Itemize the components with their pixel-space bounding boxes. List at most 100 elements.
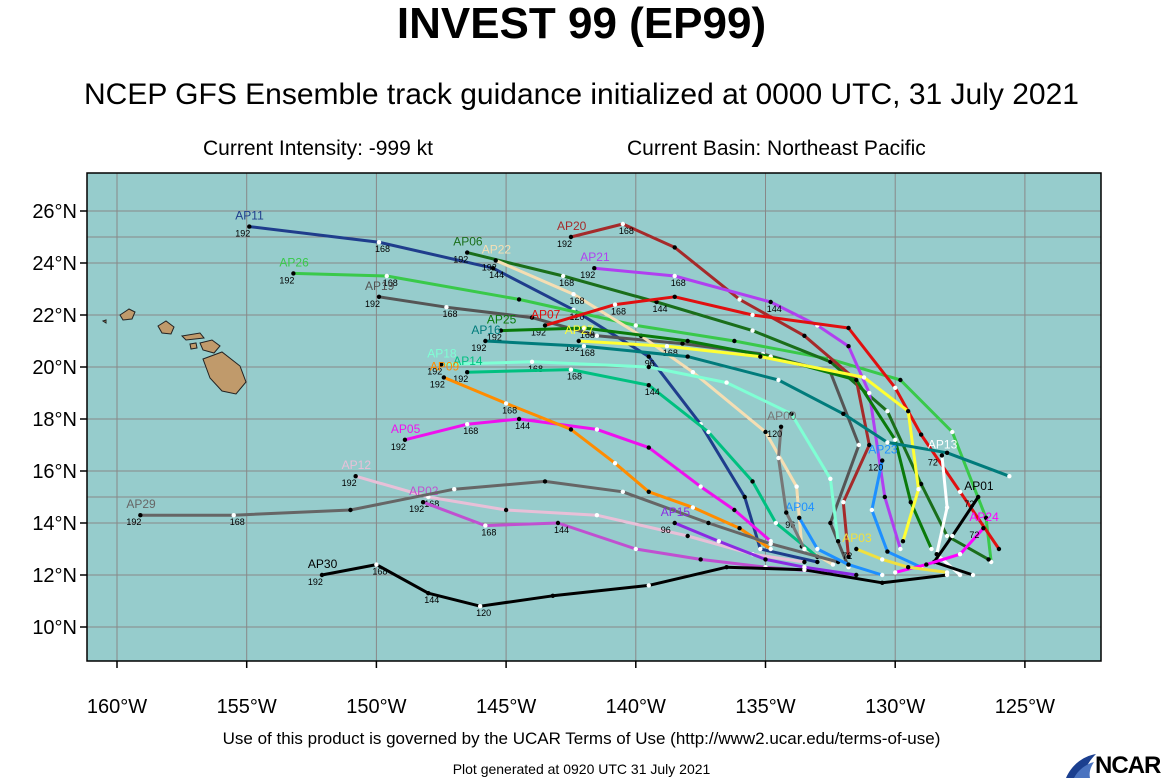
track-point [550,593,555,598]
track-id-label: AP22 [482,242,512,256]
track-line [494,258,835,567]
track-point [802,333,807,338]
track-point [737,526,742,531]
track-point [981,526,986,531]
track-point [464,422,470,427]
lat-tick-label: 24°N [32,253,77,275]
forecast-hour-label: 192 [391,442,406,452]
longitude-axis: 160°W 155°W 150°W 145°W 140°W 135°W 130°W 125°W [87,661,1055,718]
track-line [403,417,773,543]
track-point [353,474,358,479]
track-point [773,520,779,526]
track-point [854,572,859,578]
track-point [905,409,911,414]
track-point [503,401,509,406]
track-point [957,489,963,494]
track-point [654,299,659,305]
track-point [516,297,522,302]
track-point [568,427,574,432]
forecast-hour-label: 144 [653,304,668,314]
track-point [789,411,794,416]
track-point [568,367,574,372]
track-point [797,515,802,520]
track-point [376,240,382,245]
track-id-label: AP19 [365,279,395,293]
track-line [592,266,902,551]
track-point [439,362,444,367]
track-point [690,505,696,510]
forecast-hour-label: 192 [279,275,294,285]
track-point [529,359,535,364]
forecast-hour-label: 168 [580,348,595,358]
track-point [376,294,382,299]
track-point [672,273,677,279]
forecast-hour-label: 120 [868,463,883,473]
lon-tick-label: 160°W [87,696,147,718]
forecast-hour-label: 168 [481,528,496,538]
track-point [867,442,872,448]
track-point [846,562,851,567]
track-point [680,341,685,346]
island-oahu [157,320,175,335]
track-point [247,224,252,229]
lat-tick-label: 16°N [32,461,77,483]
track-point [441,375,447,380]
track-point [856,442,862,448]
track-point [664,344,670,349]
track-point [880,557,885,562]
track-point [698,557,703,562]
track-point [706,429,711,435]
track-ap29: AP29 192 168 [126,479,841,565]
forecast-hour-label: 168 [375,244,390,254]
track-point [568,234,574,240]
ocean-background [87,173,1101,661]
track-point [594,513,600,518]
track-point [950,533,955,539]
track-point [672,245,677,250]
forecast-hour-label: 192 [531,327,546,337]
track-id-label: AP27 [565,323,595,337]
forecast-hour-label: 168 [611,307,626,317]
track-point [778,424,784,429]
track-point [924,562,929,567]
forecast-hour-label: 144 [489,270,504,280]
track-id-label: AP23 [868,443,898,457]
track-ap00: AP00 120 [767,409,807,552]
track-point [464,250,470,255]
track-point [893,437,898,442]
track-point [869,507,875,513]
track-point [452,487,457,492]
forecast-hour-label: 168 [580,330,595,340]
track-point [620,489,626,494]
lat-tick-label: 26°N [32,201,77,223]
track-point [490,266,496,271]
track-point [882,494,888,500]
forecast-hour-label: 96 [785,520,795,530]
track-point [498,328,504,333]
track-point [612,302,618,307]
lat-tick-label: 20°N [32,357,77,379]
track-point [542,479,548,484]
forecast-hour-label: 168 [570,296,585,306]
lon-tick-label: 155°W [217,696,277,718]
forecast-hour-label: 192 [342,478,357,488]
track-point [672,520,677,526]
forecast-hour-label: 168 [230,517,245,527]
track-line [442,375,773,551]
track-id-label: AP24 [969,510,999,524]
track-point [758,354,763,359]
track-point [996,546,1002,552]
track-point [900,539,906,544]
track-point [957,572,963,578]
track-point [846,554,851,559]
forecast-hour-label: 168 [372,567,387,577]
track-point [646,489,651,494]
track-point [983,515,989,520]
track-point [732,338,737,344]
track-id-label: AP03 [842,531,872,545]
track-id-label: AP18 [427,346,457,360]
track-id-label: AP29 [126,497,156,511]
forecast-hour-label: 192 [308,577,323,587]
